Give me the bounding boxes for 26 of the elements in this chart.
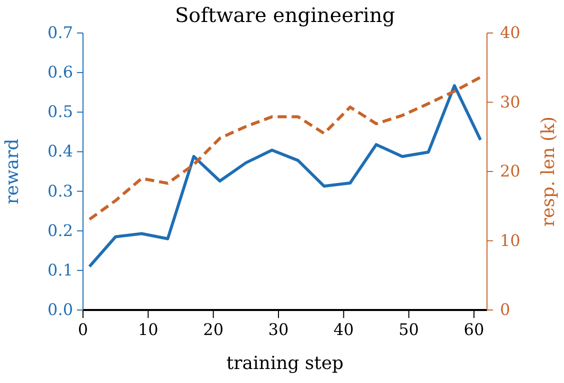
line-series — [88, 84, 482, 268]
y2-axis-title: resp. len (k) — [538, 116, 559, 227]
y2-tick-label: 30 — [500, 92, 520, 112]
y-tick-label: 0.3 — [48, 181, 73, 200]
y2-tick-label: 0 — [500, 300, 510, 319]
x-tick-label: 60 — [464, 320, 484, 339]
y-tick-label: 0.7 — [48, 23, 73, 42]
x-tick-label: 30 — [268, 320, 289, 339]
y2-tick-label: 10 — [500, 230, 520, 250]
x-axis-title: training step — [226, 353, 344, 374]
line-series — [88, 76, 482, 221]
x-tick-label: 10 — [138, 320, 158, 339]
x-tick-label: 0 — [78, 320, 88, 339]
y-tick-label: 0.4 — [48, 142, 73, 161]
y-tick-label: 0.6 — [48, 62, 73, 82]
chart-title: Software engineering — [174, 3, 396, 27]
y-axis-title: reward — [2, 138, 23, 204]
x-tick-label: 40 — [333, 320, 354, 339]
x-tick-label: 20 — [203, 320, 224, 339]
y-tick-label: 0.5 — [48, 102, 73, 122]
y-tick-label: 0.0 — [48, 300, 73, 319]
x-tick-label: 50 — [398, 320, 419, 339]
y2-tick-label: 40 — [500, 23, 520, 42]
y-tick-label: 0.1 — [48, 260, 73, 280]
y-tick-label: 0.2 — [48, 220, 73, 240]
y2-tick-label: 20 — [500, 162, 520, 180]
